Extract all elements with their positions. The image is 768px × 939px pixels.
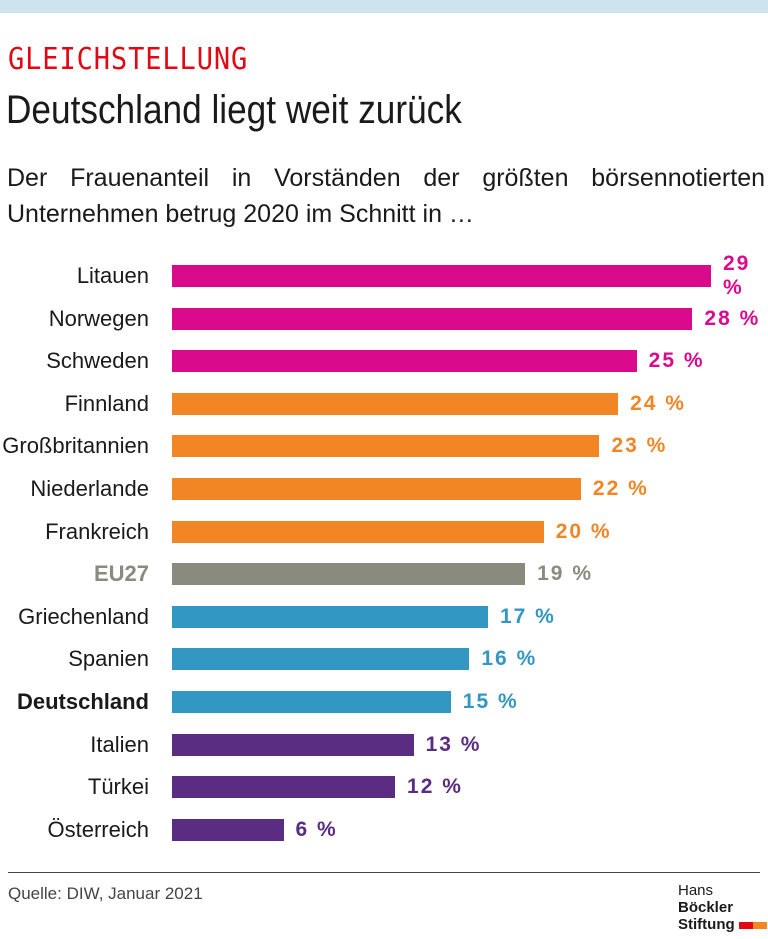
value-label: 12 %	[407, 775, 463, 799]
logo-text-boeckler: Böckler	[678, 899, 734, 916]
category-label: Deutschland	[16, 689, 149, 714]
bar	[172, 691, 451, 713]
bar	[172, 265, 711, 287]
bar	[172, 350, 637, 373]
category-label: Österreich	[47, 816, 149, 842]
logo-text-stiftung: Stiftung	[678, 916, 735, 933]
category-label: Großbritannien	[2, 433, 149, 459]
value-label: 17 %	[499, 604, 556, 628]
category-label: Griechenland	[18, 603, 149, 629]
category-label: Litauen	[76, 263, 149, 288]
divider	[8, 872, 760, 873]
source-note: Quelle: DIW, Januar 2021	[8, 884, 203, 903]
value-label: 20 %	[555, 519, 612, 543]
value-label: 29 %	[723, 252, 751, 299]
bar	[172, 563, 526, 586]
value-label: 13 %	[425, 732, 482, 756]
bar	[172, 818, 284, 841]
bar	[172, 733, 414, 756]
value-label: 23 %	[611, 434, 668, 458]
category-label: Norwegen	[48, 305, 149, 331]
category-label: Schweden	[46, 348, 149, 374]
bar	[172, 435, 600, 458]
value-label: 25 %	[648, 349, 705, 373]
value-label: 19 %	[537, 562, 593, 586]
logo-orange-square	[752, 921, 767, 929]
chart-subtitle: Der Frauenanteil in Vorständen der größt…	[7, 164, 765, 228]
kicker: GLEICHSTELLUNG	[8, 42, 249, 77]
logo-text-hans: Hans	[678, 882, 714, 899]
value-label: 22 %	[592, 477, 649, 500]
value-label: 28 %	[704, 306, 761, 330]
logo-red-square	[738, 921, 753, 929]
bar	[172, 307, 693, 330]
bar	[172, 392, 619, 415]
bar	[172, 776, 396, 799]
category-label: Spanien	[68, 646, 149, 672]
category-label: Frankreich	[45, 518, 149, 544]
bar	[172, 478, 581, 500]
top-bar	[0, 0, 768, 13]
category-label: Finnland	[64, 390, 149, 416]
logo: Hans Böckler Stiftung	[678, 882, 768, 933]
category-label: Italien	[90, 731, 149, 757]
value-label: 16 %	[481, 647, 538, 671]
value-label: 24 %	[630, 391, 686, 415]
bar	[172, 605, 488, 628]
bar	[172, 648, 470, 671]
category-label: Niederlande	[30, 476, 149, 501]
value-label: 15 %	[462, 690, 519, 713]
chart-title: Deutschland liegt weit zurück	[6, 88, 462, 132]
category-label: Türkei	[87, 774, 149, 800]
category-label: EU27	[93, 561, 149, 587]
bar	[172, 520, 544, 543]
value-label: 6 %	[295, 817, 338, 841]
